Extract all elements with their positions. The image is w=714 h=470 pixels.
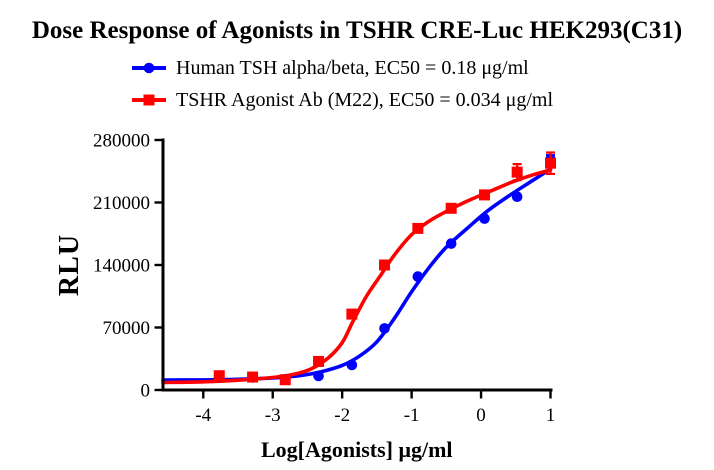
data-point-circle: [479, 213, 490, 224]
data-point-square: [247, 371, 259, 383]
legend-item-m22: TSHR Agonist Ab (M22), EC50 = 0.034 μg/m…: [132, 89, 554, 111]
x-tick-label: -3: [265, 405, 281, 426]
legend-label-m22: TSHR Agonist Ab (M22), EC50 = 0.034 μg/m…: [176, 89, 554, 111]
data-point-circle: [511, 191, 523, 202]
legend-label-human-tsh: Human TSH alpha/beta, EC50 = 0.18 μg/ml: [176, 57, 529, 79]
data-point-circle: [379, 323, 390, 334]
y-tick-label: 70000: [103, 318, 151, 339]
data-point-square: [445, 202, 457, 214]
y-tick-label: 280000: [93, 131, 150, 152]
data-point-square: [379, 259, 391, 271]
data-point-circle: [346, 359, 358, 371]
legend-marker-circle-icon: [132, 62, 166, 74]
data-point-circle: [445, 238, 457, 249]
x-tick-label: -2: [334, 405, 350, 426]
data-point-square: [511, 166, 523, 178]
y-tick-label: 140000: [93, 256, 150, 277]
x-axis-title: Log[Agonists] μg/ml: [261, 437, 453, 462]
y-tick-label: 0: [141, 381, 151, 402]
fit-curve-0: [161, 167, 553, 382]
data-point-square: [346, 308, 358, 320]
legend-item-human-tsh: Human TSH alpha/beta, EC50 = 0.18 μg/ml: [132, 57, 529, 79]
legend-marker-square-icon: [132, 94, 166, 106]
x-tick-label: 1: [546, 405, 556, 426]
data-point-square: [479, 189, 491, 201]
y-axis-title: RLU: [54, 234, 85, 296]
data-point-square: [279, 374, 291, 386]
chart-title: Dose Response of Agonists in TSHR CRE-Lu…: [31, 17, 683, 44]
fit-curve-1: [161, 168, 553, 385]
x-tick-label: -1: [404, 405, 420, 426]
data-point-circle: [412, 271, 424, 282]
x-tick-label: 0: [476, 405, 486, 426]
data-point-square: [545, 157, 556, 169]
x-tick-label: -4: [195, 405, 211, 426]
data-point-circle: [313, 370, 324, 382]
data-point-square: [213, 370, 225, 382]
data-point-square: [313, 355, 325, 367]
data-point-square: [412, 222, 424, 234]
y-tick-label: 210000: [93, 193, 150, 214]
